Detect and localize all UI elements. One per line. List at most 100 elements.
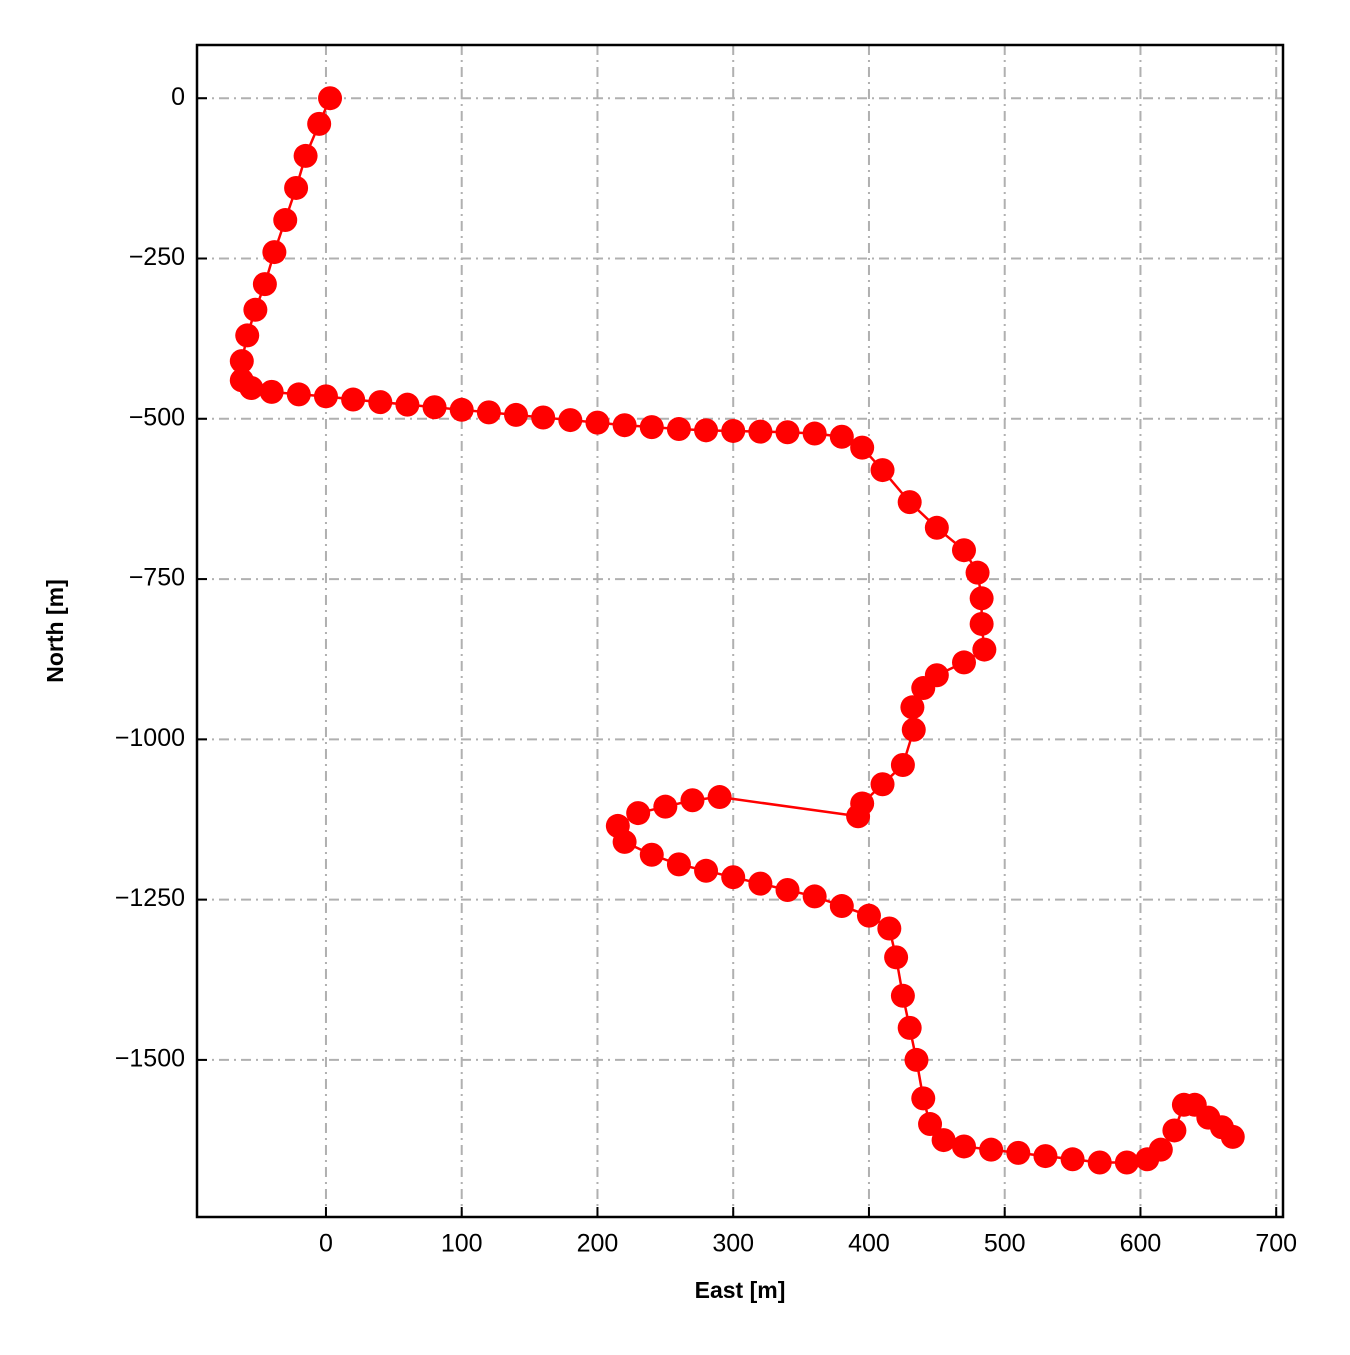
point-marker bbox=[476, 400, 501, 425]
y-tick-label: −1000 bbox=[115, 724, 185, 752]
point-marker bbox=[897, 490, 922, 515]
point-marker bbox=[775, 878, 800, 903]
point-marker bbox=[721, 418, 746, 443]
point-marker bbox=[694, 418, 719, 443]
point-marker bbox=[856, 903, 881, 928]
point-marker bbox=[951, 538, 976, 563]
point-marker bbox=[531, 405, 556, 430]
point-marker bbox=[585, 410, 610, 435]
point-marker bbox=[1148, 1137, 1173, 1162]
point-marker bbox=[558, 408, 583, 433]
point-marker bbox=[918, 1112, 943, 1137]
point-marker bbox=[884, 945, 909, 970]
point-marker bbox=[395, 392, 420, 417]
x-axis-label: East [m] bbox=[695, 1277, 786, 1303]
point-marker bbox=[900, 695, 925, 720]
point-marker bbox=[252, 272, 277, 297]
x-tick-label: 400 bbox=[848, 1230, 890, 1258]
point-marker bbox=[284, 175, 309, 200]
point-marker bbox=[969, 611, 994, 636]
y-tick-label: −1500 bbox=[115, 1045, 185, 1073]
point-marker bbox=[979, 1137, 1004, 1162]
point-marker bbox=[901, 717, 926, 742]
point-marker bbox=[721, 865, 746, 890]
x-tick-label: 200 bbox=[577, 1230, 619, 1258]
point-marker bbox=[969, 586, 994, 611]
point-marker bbox=[850, 435, 875, 460]
point-marker bbox=[1060, 1147, 1085, 1172]
point-marker bbox=[368, 390, 393, 415]
point-marker bbox=[318, 86, 343, 111]
point-marker bbox=[680, 788, 705, 813]
point-marker bbox=[626, 801, 651, 826]
point-marker bbox=[666, 417, 691, 442]
point-marker bbox=[639, 842, 664, 867]
point-marker bbox=[1114, 1150, 1139, 1175]
point-marker bbox=[286, 382, 311, 407]
point-marker bbox=[422, 395, 447, 420]
point-marker bbox=[802, 884, 827, 909]
point-marker bbox=[239, 376, 264, 401]
point-marker bbox=[829, 424, 854, 449]
y-axis-label: North [m] bbox=[42, 579, 68, 682]
point-marker bbox=[951, 650, 976, 675]
y-tick-label: −1250 bbox=[115, 884, 185, 912]
point-marker bbox=[293, 143, 318, 168]
point-marker bbox=[870, 458, 895, 483]
plot-area bbox=[197, 45, 1283, 1217]
x-tick-label: 0 bbox=[319, 1230, 333, 1258]
point-marker bbox=[707, 785, 732, 810]
point-marker bbox=[775, 420, 800, 445]
point-marker bbox=[911, 676, 936, 701]
point-marker bbox=[972, 637, 997, 662]
x-tick-label: 500 bbox=[984, 1230, 1026, 1258]
point-marker bbox=[748, 419, 773, 444]
point-marker bbox=[911, 1086, 936, 1111]
point-marker bbox=[829, 894, 854, 919]
point-marker bbox=[1162, 1118, 1187, 1143]
point-marker bbox=[1087, 1150, 1112, 1175]
point-marker bbox=[243, 297, 268, 322]
point-marker bbox=[931, 1128, 956, 1153]
point-marker bbox=[273, 208, 298, 233]
point-marker bbox=[639, 415, 664, 440]
axes-frame bbox=[195, 43, 1285, 1219]
point-marker bbox=[259, 379, 284, 404]
point-marker bbox=[666, 852, 691, 877]
point-marker bbox=[653, 794, 678, 819]
point-marker bbox=[1033, 1144, 1058, 1169]
x-tick-label: 600 bbox=[1120, 1230, 1162, 1258]
point-marker bbox=[890, 983, 915, 1008]
x-tick-label: 100 bbox=[441, 1230, 483, 1258]
point-marker bbox=[897, 1015, 922, 1040]
point-marker bbox=[449, 397, 474, 422]
point-marker bbox=[748, 871, 773, 896]
x-tick-label: 300 bbox=[712, 1230, 754, 1258]
point-marker bbox=[235, 323, 260, 348]
point-marker bbox=[802, 421, 827, 446]
point-marker bbox=[904, 1047, 929, 1072]
point-marker bbox=[694, 858, 719, 883]
y-tick-label: −750 bbox=[129, 564, 185, 592]
y-tick-label: 0 bbox=[171, 83, 185, 111]
point-marker bbox=[890, 752, 915, 777]
point-marker bbox=[307, 111, 332, 136]
y-tick-label: −250 bbox=[129, 243, 185, 271]
point-marker bbox=[924, 515, 949, 540]
point-marker bbox=[965, 560, 990, 585]
point-marker bbox=[870, 772, 895, 797]
point-marker bbox=[612, 413, 637, 438]
point-marker bbox=[262, 240, 287, 265]
point-marker bbox=[229, 349, 254, 374]
y-tick-label: −500 bbox=[129, 403, 185, 431]
point-marker bbox=[951, 1134, 976, 1159]
point-marker bbox=[846, 804, 871, 829]
point-marker bbox=[877, 916, 902, 941]
point-marker bbox=[612, 829, 637, 854]
x-tick-label: 700 bbox=[1255, 1230, 1297, 1258]
point-marker bbox=[1006, 1140, 1031, 1165]
point-marker bbox=[1220, 1124, 1245, 1149]
point-marker bbox=[504, 402, 529, 427]
